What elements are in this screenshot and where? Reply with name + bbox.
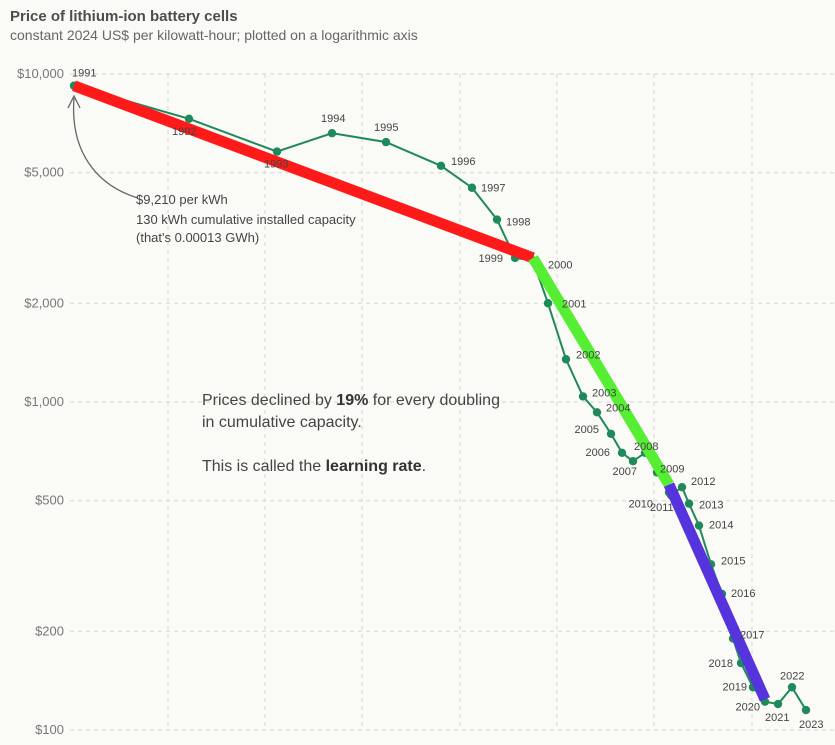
chart-grid xyxy=(70,73,835,731)
year-label: 2011 xyxy=(650,502,674,514)
year-label: 1996 xyxy=(451,156,475,168)
data-point xyxy=(694,521,704,530)
year-label: 2009 xyxy=(660,463,684,475)
fit-line xyxy=(528,255,674,488)
year-label: 2001 xyxy=(562,298,586,310)
year-label: 2017 xyxy=(740,630,764,642)
data-point xyxy=(561,355,571,364)
annotation-arrow xyxy=(72,97,139,199)
y-tick-label: $100 xyxy=(35,722,64,737)
chart-title: Price of lithium-ion battery cells xyxy=(10,8,238,25)
year-label: 1998 xyxy=(506,217,530,229)
year-label: 2019 xyxy=(723,681,747,693)
year-label: 1992 xyxy=(172,126,196,138)
year-label: 1994 xyxy=(321,113,345,125)
y-tick-label: $200 xyxy=(35,623,64,638)
year-label: 2016 xyxy=(731,588,755,600)
year-label: 2008 xyxy=(634,441,658,453)
data-point xyxy=(467,183,477,192)
chart-subtitle: constant 2024 US$ per kilowatt-hour; plo… xyxy=(10,27,418,43)
annotation-arrowhead xyxy=(67,94,81,109)
annotation-line-3: (that's 0.00013 GWh) xyxy=(136,230,259,245)
year-label: 2004 xyxy=(606,402,630,414)
year-label: 2007 xyxy=(613,466,637,478)
data-point xyxy=(592,408,602,417)
year-label: 1991 xyxy=(72,68,96,80)
year-label: 1995 xyxy=(374,122,398,134)
data-point xyxy=(272,147,282,156)
data-point xyxy=(492,215,502,224)
year-label: 1999 xyxy=(479,253,503,265)
data-point xyxy=(801,705,811,715)
y-tick-label: $500 xyxy=(35,493,64,508)
annotation-line-1: $9,210 per kWh xyxy=(136,192,228,207)
year-label: 2023 xyxy=(799,719,823,731)
data-point xyxy=(606,429,616,438)
year-label: 2002 xyxy=(576,349,600,361)
data-point xyxy=(677,482,687,492)
year-label: 2010 xyxy=(629,498,653,510)
year-label: 2021 xyxy=(765,712,789,724)
fit-line xyxy=(663,482,771,702)
y-tick-label: $2,000 xyxy=(24,295,64,310)
fit-lines xyxy=(72,80,771,702)
data-point xyxy=(787,683,797,692)
y-tick-label: $1,000 xyxy=(24,394,64,409)
year-label: 2012 xyxy=(691,476,715,488)
data-point xyxy=(436,161,446,170)
annotation-line-2: 130 kWh cumulative installed capacity xyxy=(136,212,356,227)
year-label: 1993 xyxy=(264,159,288,171)
y-tick-label: $5,000 xyxy=(24,165,64,180)
data-point xyxy=(578,392,588,401)
data-point xyxy=(773,699,783,709)
y-axis: $10,000 $5,000 $2,000 $1,000 $500 $200 $100 xyxy=(17,66,64,737)
data-point xyxy=(381,137,391,147)
fit-line xyxy=(72,80,535,264)
year-label: 2015 xyxy=(721,555,745,567)
year-label: 2003 xyxy=(592,387,616,399)
data-point xyxy=(184,114,194,124)
point-labels: 1991 1992 1993 1994 1995 1996 1997 1998 1999 2000… xyxy=(72,68,823,731)
data-point xyxy=(327,128,337,138)
year-label: 2022 xyxy=(780,670,804,682)
data-point xyxy=(684,499,694,508)
y-tick-label: $10,000 xyxy=(17,66,64,81)
year-label: 1997 xyxy=(481,183,505,195)
learning-rate-note: Prices declined by 19% for every doublin… xyxy=(202,392,500,475)
year-label: 2014 xyxy=(709,520,733,532)
data-point xyxy=(628,456,638,466)
year-label: 2018 xyxy=(709,658,733,670)
year-label: 2005 xyxy=(575,424,599,436)
data-point xyxy=(543,299,553,308)
year-label: 2006 xyxy=(586,447,610,459)
year-label: 2000 xyxy=(548,260,572,272)
annotation-1991: $9,210 per kWh 130 kWh cumulative instal… xyxy=(67,94,356,245)
year-label: 2013 xyxy=(699,500,723,512)
year-label: 2020 xyxy=(736,702,760,714)
data-point xyxy=(617,448,627,458)
